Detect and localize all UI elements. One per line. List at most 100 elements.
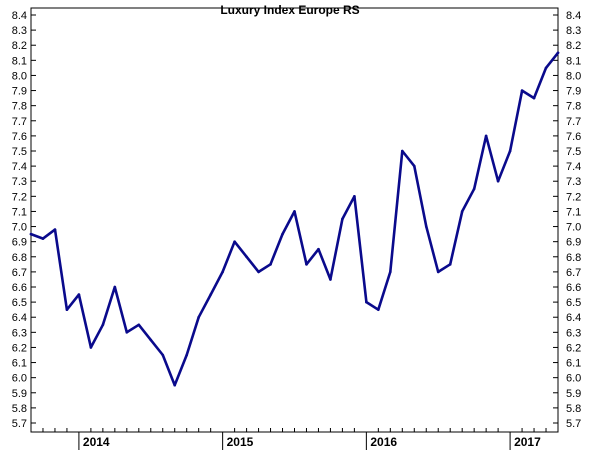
data-point	[329, 278, 332, 281]
y-tick-label-left: 5.9	[12, 388, 27, 400]
y-axis-left: 5.7 5.8 5.9 6.0 6.1 6.2 6.3 6.4 6.5 6.6 6.7 6.8 6.9 7…	[12, 10, 36, 430]
data-point	[269, 263, 272, 266]
data-point	[53, 228, 57, 231]
data-point	[448, 263, 452, 266]
data-point	[137, 323, 141, 327]
y-tick-label-right: 7.8	[566, 101, 581, 113]
y-tick-label-left: 6.3	[12, 327, 27, 339]
data-point	[101, 323, 105, 327]
y-tick-label-right: 8.1	[566, 55, 581, 67]
y-tick-label-left: 7.3	[12, 176, 27, 188]
y-tick-label-right: 6.1	[566, 358, 581, 370]
y-tick-label-right: 7.6	[566, 131, 581, 143]
y-tick-label-right: 6.9	[566, 237, 581, 249]
y-tick-label-left: 6.6	[12, 282, 27, 294]
y-tick-label-right: 6.6	[566, 282, 581, 294]
data-point	[424, 225, 428, 228]
data-point	[149, 338, 153, 342]
data-point	[436, 270, 440, 274]
y-tick-label-right: 6.7	[566, 267, 581, 279]
data-point	[293, 210, 296, 213]
y-tick-label-left: 8.4	[12, 10, 27, 22]
y-tick-label-right: 6.5	[566, 297, 581, 309]
series-layer	[29, 51, 560, 387]
y-tick-label-left: 8.3	[12, 25, 27, 37]
y-tick-label-left: 7.5	[12, 146, 27, 158]
data-point	[365, 300, 368, 304]
y-tick-label-left: 5.7	[12, 418, 27, 430]
y-tick-label-left: 7.2	[12, 191, 27, 203]
data-point	[113, 285, 117, 289]
y-tick-label-right: 7.4	[566, 161, 581, 173]
data-point	[484, 134, 488, 138]
y-tick-label-left: 5.8	[12, 403, 27, 415]
series-line	[29, 51, 560, 387]
data-point	[389, 270, 392, 274]
data-point	[496, 179, 500, 183]
chart-title: Luxury Index Europe RS	[220, 3, 359, 17]
data-point	[173, 383, 177, 387]
data-point	[281, 232, 284, 236]
y-tick-label-left: 6.1	[12, 358, 27, 370]
data-point	[161, 353, 165, 357]
x-tick-label: 2014	[83, 435, 110, 449]
data-point	[125, 331, 129, 334]
data-point	[197, 315, 200, 319]
y-tick-label-right: 8.2	[566, 40, 581, 52]
y-tick-label-right: 6.8	[566, 252, 581, 264]
y-tick-label-right: 7.5	[566, 146, 581, 158]
y-tick-label-right: 7.1	[566, 206, 581, 218]
data-point	[185, 353, 189, 357]
y-tick-label-right: 5.7	[566, 418, 581, 430]
data-point	[65, 308, 69, 311]
y-tick-label-left: 6.7	[12, 267, 27, 279]
data-point	[460, 210, 464, 213]
data-point	[520, 89, 524, 92]
data-point	[29, 232, 33, 236]
data-point	[305, 263, 308, 266]
data-point	[233, 240, 236, 243]
y-tick-label-left: 6.8	[12, 252, 27, 264]
data-point	[209, 293, 212, 296]
data-point	[257, 270, 260, 274]
y-tick-label-left: 7.0	[12, 222, 27, 234]
y-tick-label-right: 6.2	[566, 342, 581, 354]
y-tick-label-right: 5.8	[566, 403, 581, 415]
y-tick-label-left: 6.9	[12, 237, 27, 249]
y-tick-label-left: 8.2	[12, 40, 27, 52]
y-tick-label-left: 7.8	[12, 101, 27, 113]
data-point	[544, 66, 548, 70]
y-tick-label-right: 8.4	[566, 10, 581, 22]
y-tick-label-right: 7.3	[566, 176, 581, 188]
y-tick-label-right: 8.0	[566, 70, 581, 82]
y-tick-label-right: 7.7	[566, 116, 581, 128]
data-point	[412, 164, 416, 168]
data-point	[317, 247, 320, 251]
data-point	[508, 149, 512, 153]
y-tick-label-left: 7.1	[12, 206, 27, 218]
data-point	[556, 51, 560, 55]
x-axis: 2014 2015 2016 2017	[30, 428, 559, 450]
data-point	[89, 346, 93, 349]
y-tick-label-left: 6.5	[12, 297, 27, 309]
data-point	[400, 149, 404, 153]
y-tick-label-right: 6.0	[566, 373, 581, 385]
y-tick-label-right: 8.3	[566, 25, 581, 37]
y-tick-label-right: 6.3	[566, 327, 581, 339]
y-tick-label-right: 7.2	[566, 191, 581, 203]
x-tick-label: 2015	[227, 435, 254, 449]
y-tick-label-left: 7.6	[12, 131, 27, 143]
data-point	[77, 293, 81, 296]
data-point	[41, 237, 45, 240]
y-tick-label-left: 7.7	[12, 116, 27, 128]
data-point	[341, 217, 344, 221]
y-tick-label-left: 8.0	[12, 70, 27, 82]
data-point	[353, 195, 356, 198]
y-tick-label-right: 7.9	[566, 86, 581, 98]
y-tick-label-right: 6.4	[566, 312, 581, 324]
y-tick-label-left: 7.9	[12, 86, 27, 98]
data-point	[245, 255, 248, 259]
y-tick-label-right: 5.9	[566, 388, 581, 400]
y-tick-label-left: 6.0	[12, 373, 27, 385]
